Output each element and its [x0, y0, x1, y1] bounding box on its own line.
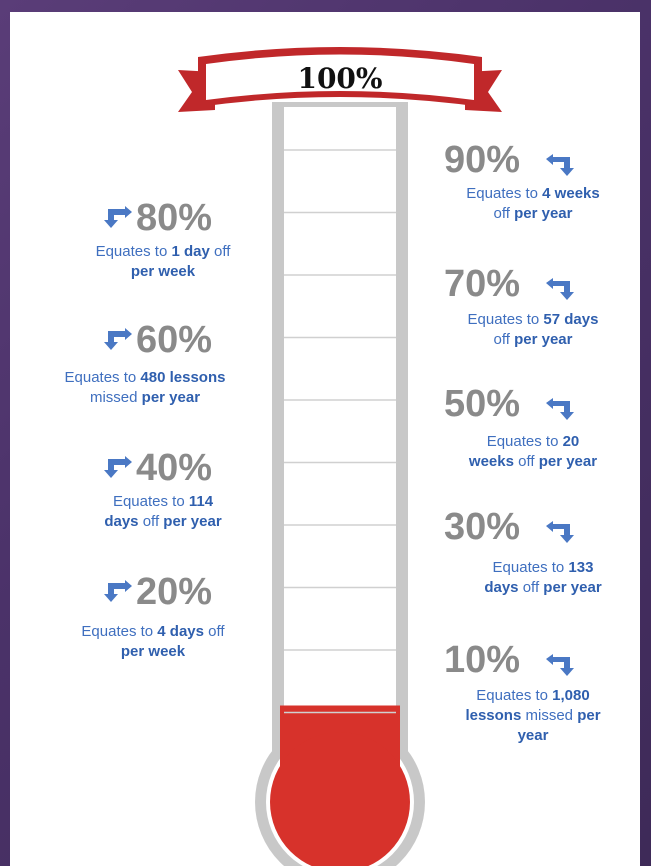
level-percent: 90% — [444, 139, 521, 181]
turn-arrow-icon — [104, 206, 132, 228]
turn-arrow-icon — [546, 521, 574, 543]
description-emphasis: per year — [514, 205, 573, 222]
description-emphasis: 480 lessons — [140, 369, 226, 386]
description-text: missed — [89, 389, 142, 406]
level-description: Equates to 20 weeks off per year — [438, 432, 628, 472]
description-emphasis: 20 weeks — [468, 433, 580, 470]
level-percent: 10% — [444, 639, 521, 681]
description-text: Equates to — [81, 623, 158, 640]
description-emphasis: 1 day — [171, 243, 210, 260]
description-emphasis: 114 days — [104, 493, 214, 530]
turn-arrow-icon — [546, 154, 574, 176]
description-text: off — [493, 331, 515, 348]
description-text: missed — [521, 707, 578, 724]
level-percent: 20% — [136, 571, 213, 613]
description-emphasis: per week — [120, 643, 186, 660]
turn-arrow-icon — [104, 328, 132, 350]
description-emphasis: 1,080 lessons — [465, 687, 590, 724]
description-emphasis: per year — [538, 453, 598, 470]
description-text: Equates to — [95, 243, 172, 260]
banner-ribbon-inner — [206, 54, 474, 100]
level-percent: 70% — [444, 263, 521, 305]
level-percent: 80% — [136, 197, 213, 239]
description-emphasis: per year — [163, 513, 222, 530]
infographic-panel: 100% 90% Equates to 4 weeks off per year 80… — [10, 12, 640, 866]
description-text: off — [138, 513, 164, 530]
description-emphasis: 4 weeks — [542, 185, 600, 202]
description-text: Equates to — [486, 433, 563, 450]
level-description: Equates to 1 day off per week — [68, 242, 258, 282]
turn-arrow-icon — [104, 580, 132, 602]
level-percent: 40% — [136, 447, 213, 489]
description-emphasis: per year — [141, 389, 201, 406]
description-text: off — [518, 579, 544, 596]
turn-arrow-icon — [546, 398, 574, 420]
turn-arrow-icon — [546, 278, 574, 300]
level-description: Equates to 114 days off per year — [68, 492, 258, 532]
tick-lines — [284, 149, 396, 714]
description-text: Equates to — [467, 311, 544, 328]
thermometer — [178, 47, 502, 866]
banner-label: 100% — [297, 62, 383, 95]
description-emphasis: per year — [514, 331, 573, 348]
level-percent: 60% — [136, 319, 213, 361]
turn-arrow-icon — [104, 456, 132, 478]
description-emphasis: 133 days — [484, 559, 594, 596]
description-emphasis: 4 days — [157, 623, 204, 640]
description-text: Equates to — [476, 687, 553, 704]
description-text: off — [209, 243, 231, 260]
description-emphasis: 57 days — [543, 311, 599, 328]
thermometer-inner — [284, 107, 396, 767]
level-description: Equates to 4 days off per week — [58, 622, 248, 662]
turn-arrow-icon — [546, 654, 574, 676]
level-percent: 30% — [444, 506, 521, 548]
level-description: Equates to 480 lessons missed per year — [50, 368, 240, 408]
description-text: Equates to — [492, 559, 569, 576]
level-description: Equates to 1,080 lessons missed per year — [438, 686, 628, 746]
description-text: off — [204, 623, 225, 640]
level-percent: 50% — [444, 383, 521, 425]
mercury-bulb — [270, 732, 410, 866]
description-text: off — [513, 453, 539, 470]
description-text: Equates to — [466, 185, 543, 202]
level-description: Equates to 4 weeks off per year — [438, 184, 628, 224]
level-description: Equates to 57 days off per year — [438, 310, 628, 350]
description-emphasis: per year — [517, 707, 601, 744]
level-description: Equates to 133 days off per year — [448, 558, 638, 598]
description-text: off — [493, 205, 515, 222]
description-emphasis: per year — [543, 579, 602, 596]
description-text: Equates to — [112, 493, 189, 510]
description-emphasis: per week — [130, 263, 196, 280]
description-text: Equates to — [64, 369, 141, 386]
